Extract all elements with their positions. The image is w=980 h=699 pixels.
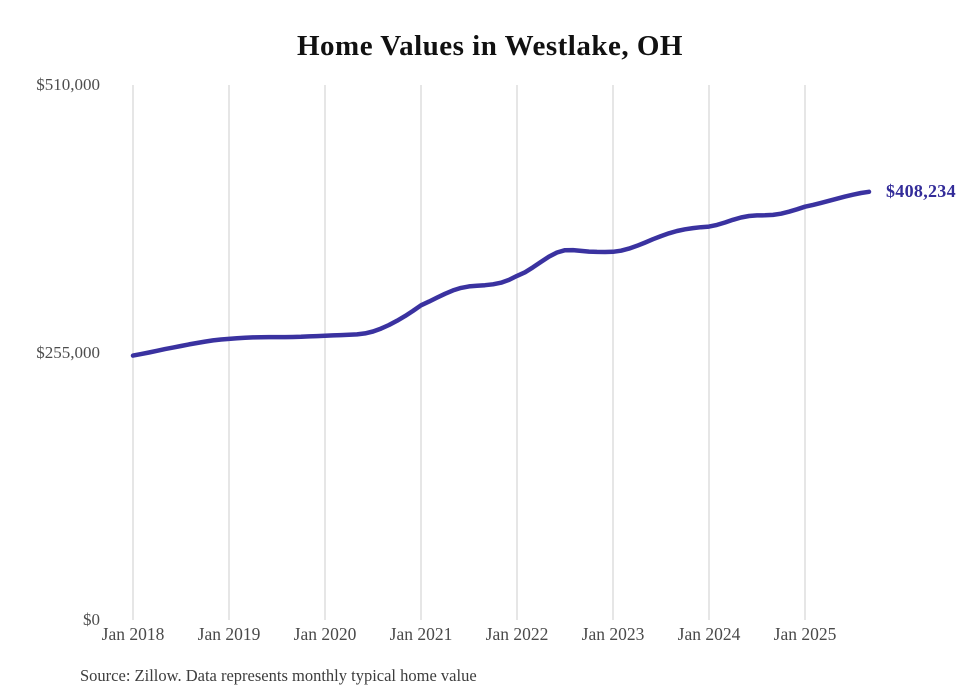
x-tick-label: Jan 2022 (485, 624, 549, 644)
x-tick-label: Jan 2023 (581, 624, 645, 644)
end-value-label: $408,234 (886, 180, 956, 201)
chart-title: Home Values in Westlake, OH (297, 30, 683, 62)
x-tick-label: Jan 2021 (389, 624, 453, 644)
home-value-line (130, 189, 872, 358)
y-tick-label: $0 (83, 610, 100, 629)
x-tick-label: Jan 2020 (293, 624, 357, 644)
y-tick-label: $255,000 (36, 342, 100, 362)
source-note: Source: Zillow. Data represents monthly … (80, 666, 477, 685)
x-tick-label: Jan 2025 (773, 624, 837, 644)
y-tick-label: $510,000 (36, 75, 100, 94)
x-tick-label: Jan 2018 (101, 624, 165, 644)
x-tick-label: Jan 2024 (677, 624, 741, 644)
x-tick-label: Jan 2019 (197, 624, 261, 644)
